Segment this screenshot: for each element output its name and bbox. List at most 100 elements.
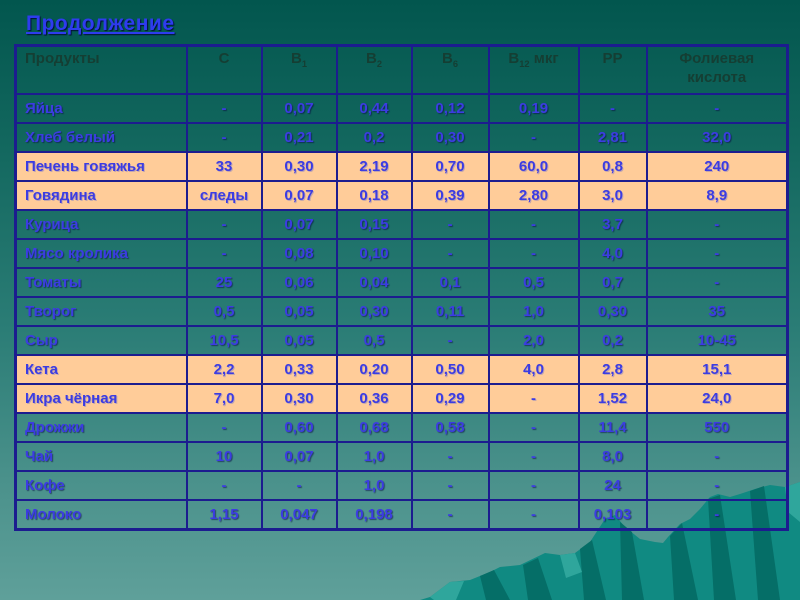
table-row: Яйца -0,07 0,44 0,12 0,19- - bbox=[14, 93, 789, 124]
value-cell: 0,21 bbox=[260, 122, 338, 153]
value-cell: 0,30 bbox=[335, 296, 413, 327]
value-cell: 0,06 bbox=[260, 267, 338, 298]
value-cell: - bbox=[185, 122, 263, 153]
value-cell: 0,10 bbox=[335, 238, 413, 269]
table-row: Чай 10 0,07 1,0- -8,0- bbox=[14, 441, 789, 472]
value-cell: 0,30 bbox=[260, 151, 338, 182]
value-cell: - bbox=[645, 209, 789, 240]
value-cell: - bbox=[645, 470, 789, 501]
value-cell: 2,19 bbox=[335, 151, 413, 182]
value-cell: - bbox=[487, 441, 580, 472]
product-cell: Икра чёрная bbox=[14, 383, 188, 414]
value-cell: 0,05 bbox=[260, 296, 338, 327]
page-title: Продолжение bbox=[26, 12, 175, 35]
value-cell: 1,52 bbox=[577, 383, 648, 414]
table-header-row: Продукты C B1 B2 B6 B12 мкг PP Фолиевая кислота bbox=[14, 44, 789, 95]
value-cell: 3,7 bbox=[577, 209, 648, 240]
product-cell: Молоко bbox=[14, 499, 188, 531]
value-cell: 0,19 bbox=[487, 93, 580, 124]
value-cell: - bbox=[577, 93, 648, 124]
value-cell: 7,0 bbox=[185, 383, 263, 414]
value-cell: 0,36 bbox=[335, 383, 413, 414]
column-header: PP bbox=[577, 44, 648, 95]
value-cell: 1,0 bbox=[487, 296, 580, 327]
value-cell: 8,0 bbox=[577, 441, 648, 472]
value-cell: 10 bbox=[185, 441, 263, 472]
value-cell: - bbox=[487, 412, 580, 443]
value-cell: 11,4 bbox=[577, 412, 648, 443]
value-cell: - bbox=[410, 470, 490, 501]
table-row: Томаты 25 0,06 0,04 0,1 0,5 0,7- bbox=[14, 267, 789, 298]
column-header: Продукты bbox=[14, 44, 188, 95]
product-cell: Кофе bbox=[14, 470, 188, 501]
value-cell: - bbox=[487, 470, 580, 501]
value-cell: 0,20 bbox=[335, 354, 413, 385]
column-header: B6 bbox=[410, 44, 490, 95]
value-cell: - bbox=[645, 238, 789, 269]
table-row: Печень говяжья 33 0,30 2,19 0,70 60,0 0,8 240 bbox=[14, 151, 789, 182]
value-cell: 1,15 bbox=[185, 499, 263, 531]
value-cell: - bbox=[487, 383, 580, 414]
value-cell: 0,05 bbox=[260, 325, 338, 356]
value-cell: 0,8 bbox=[577, 151, 648, 182]
value-cell: 0,07 bbox=[260, 180, 338, 211]
value-cell: - bbox=[487, 122, 580, 153]
table-body: Яйца -0,07 0,44 0,12 0,19- - Хлеб белый -0,21 0,… bbox=[14, 93, 789, 531]
value-cell: 0,68 bbox=[335, 412, 413, 443]
column-header: Фолиевая кислота bbox=[645, 44, 789, 95]
value-cell: 0,103 bbox=[577, 499, 648, 531]
table-row: Говядина следы 0,07 0,18 0,39 2,80 3,0 8,9 bbox=[14, 180, 789, 211]
value-cell: - bbox=[410, 441, 490, 472]
value-cell: 0,58 bbox=[410, 412, 490, 443]
value-cell: следы bbox=[185, 180, 263, 211]
value-cell: 0,04 bbox=[335, 267, 413, 298]
table-row: Мясо кролика -0,08 0,10- -4,0- bbox=[14, 238, 789, 269]
value-cell: - bbox=[487, 238, 580, 269]
table-row: Творог 0,5 0,05 0,30 0,11 1,0 0,30 35 bbox=[14, 296, 789, 327]
value-cell: - bbox=[410, 238, 490, 269]
value-cell: 33 bbox=[185, 151, 263, 182]
product-cell: Кета bbox=[14, 354, 188, 385]
value-cell: 240 bbox=[645, 151, 789, 182]
table-row: Кета 2,2 0,33 0,20 0,50 4,0 2,8 15,1 bbox=[14, 354, 789, 385]
value-cell: 0,11 bbox=[410, 296, 490, 327]
value-cell: 0,1 bbox=[410, 267, 490, 298]
value-cell: 0,39 bbox=[410, 180, 490, 211]
value-cell: - bbox=[185, 209, 263, 240]
value-cell: - bbox=[410, 499, 490, 531]
value-cell: 32,0 bbox=[645, 122, 789, 153]
table-row: Молоко 1,15 0,047 0,198- -0,103- bbox=[14, 499, 789, 531]
value-cell: 4,0 bbox=[487, 354, 580, 385]
value-cell: 550 bbox=[645, 412, 789, 443]
value-cell: 3,0 bbox=[577, 180, 648, 211]
product-cell: Сыр bbox=[14, 325, 188, 356]
value-cell: 0,70 bbox=[410, 151, 490, 182]
value-cell: 0,12 bbox=[410, 93, 490, 124]
value-cell: 0,50 bbox=[410, 354, 490, 385]
product-cell: Хлеб белый bbox=[14, 122, 188, 153]
value-cell: 0,33 bbox=[260, 354, 338, 385]
column-header: C bbox=[185, 44, 263, 95]
product-cell: Говядина bbox=[14, 180, 188, 211]
value-cell: 0,07 bbox=[260, 93, 338, 124]
value-cell: 0,7 bbox=[577, 267, 648, 298]
value-cell: - bbox=[645, 93, 789, 124]
value-cell: - bbox=[487, 209, 580, 240]
value-cell: 0,30 bbox=[260, 383, 338, 414]
table-row: Сыр 10,5 0,05 0,5-2,0 0,2 10-45 bbox=[14, 325, 789, 356]
value-cell: - bbox=[185, 470, 263, 501]
value-cell: - bbox=[410, 209, 490, 240]
value-cell: 0,2 bbox=[577, 325, 648, 356]
value-cell: - bbox=[260, 470, 338, 501]
product-cell: Творог bbox=[14, 296, 188, 327]
value-cell: - bbox=[185, 93, 263, 124]
value-cell: 0,5 bbox=[185, 296, 263, 327]
value-cell: 0,5 bbox=[335, 325, 413, 356]
value-cell: - bbox=[410, 325, 490, 356]
table-row: Дрожжи -0,60 0,68 0,58-11,4 550 bbox=[14, 412, 789, 443]
table-row: Курица -0,07 0,15- -3,7- bbox=[14, 209, 789, 240]
value-cell: 0,15 bbox=[335, 209, 413, 240]
value-cell: - bbox=[487, 499, 580, 531]
column-header: B1 bbox=[260, 44, 338, 95]
